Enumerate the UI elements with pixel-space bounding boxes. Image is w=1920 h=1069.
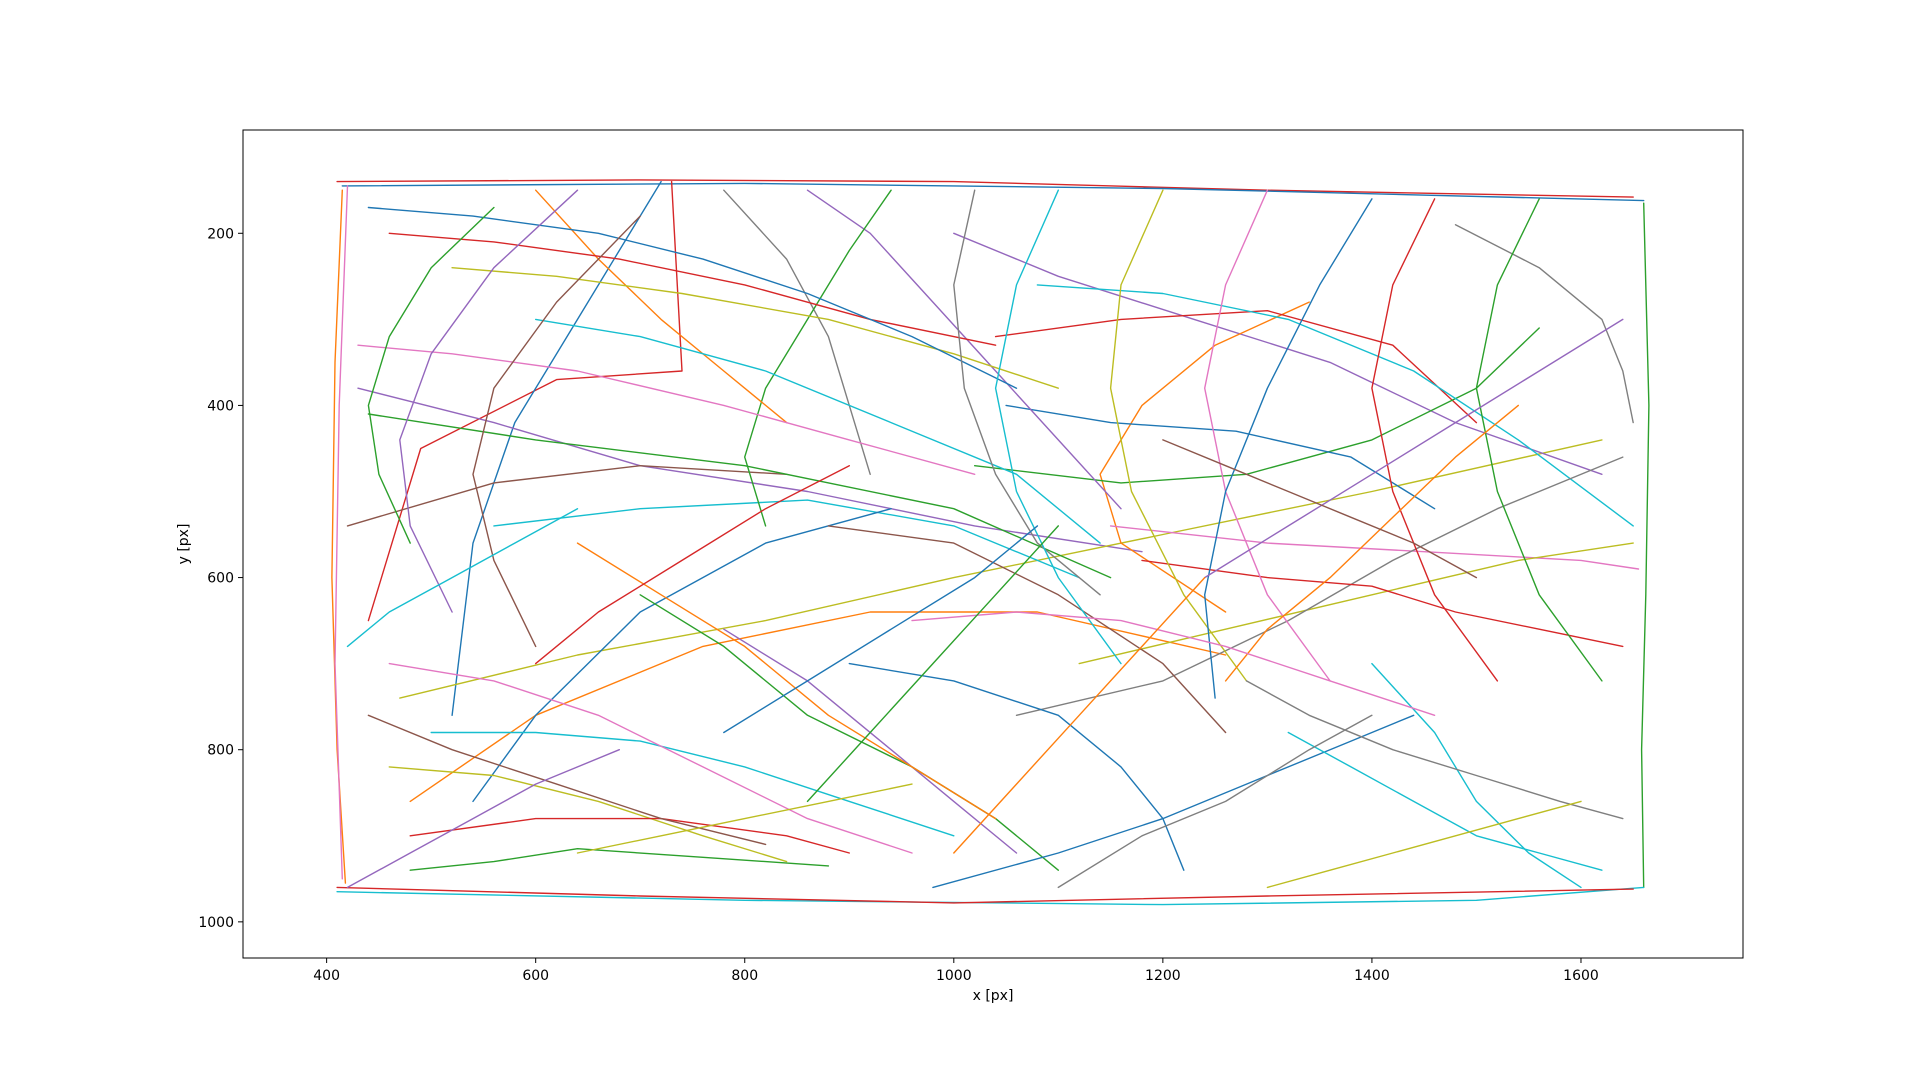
trajectory-line-29 (1141, 559, 1624, 648)
y-axis-label: y [px] (176, 524, 192, 565)
trajectory-line-9 (367, 180, 683, 622)
trajectory-line-58 (1475, 198, 1603, 682)
trajectory-line-8 (409, 848, 830, 871)
trajectory-line-37 (388, 766, 788, 863)
trajectory-line-67 (535, 465, 850, 665)
trajectory-line-12 (346, 465, 788, 527)
trajectory-line-57 (1371, 198, 1499, 682)
trajectory-line-33 (576, 542, 997, 820)
trajectory-line-35 (430, 731, 955, 837)
x-tick-label: 1400 (1354, 968, 1390, 984)
x-tick-label: 1200 (1145, 968, 1181, 984)
y-tick-label: 400 (207, 398, 234, 414)
y-tick-label: 600 (207, 571, 234, 587)
x-tick-label: 600 (522, 968, 549, 984)
trajectory-line-1 (336, 179, 1634, 198)
trajectory-line-21 (994, 310, 1478, 424)
x-tick-label: 1000 (936, 968, 972, 984)
trajectory-line-59 (1203, 198, 1373, 699)
trajectory-line-69 (806, 525, 1060, 803)
trajectory-line-47 (451, 267, 1060, 389)
trajectory-line-64 (1266, 800, 1582, 889)
trajectory-line-36 (388, 662, 913, 854)
trajectory-line-53 (953, 189, 1101, 596)
trajectory-line-14 (493, 499, 1080, 579)
trajectory-line-2 (341, 182, 1645, 202)
x-tick-label: 1600 (1563, 968, 1599, 984)
trajectory-line-16 (472, 508, 892, 803)
trajectory-line-31 (723, 628, 1018, 854)
trajectory-line-63 (1287, 731, 1603, 871)
trajectory-line-23 (1036, 284, 1634, 527)
y-tick-label: 1000 (198, 915, 234, 931)
y-tick-label: 200 (207, 226, 234, 242)
y-axis-ticks: 200 400 600 800 1000 (198, 226, 243, 931)
x-tick-label: 800 (731, 968, 758, 984)
x-tick-label: 400 (313, 968, 340, 984)
trajectory-line-41 (806, 189, 1122, 510)
trajectory-line-30 (827, 525, 1227, 734)
trajectory-line-66 (1162, 439, 1478, 579)
trajectory-line-45 (535, 318, 1101, 544)
plot-frame (242, 129, 1744, 959)
trajectory-line-13 (399, 439, 1603, 699)
trajectory-line-61 (1203, 318, 1624, 579)
trajectory-line-65 (911, 611, 1436, 716)
trajectory-line-4 (336, 886, 1645, 906)
trajectory-line-51 (399, 189, 579, 613)
trajectory-line-72 (346, 508, 579, 648)
y-tick-label: 800 (207, 743, 234, 759)
trajectory-line-42 (723, 189, 871, 475)
trajectory-line-17 (367, 413, 1112, 579)
trajectory-line-71 (346, 749, 620, 889)
trajectory-line-74 (576, 783, 913, 854)
trajectory-line-49 (367, 206, 1018, 389)
trajectory-line-10 (451, 180, 662, 716)
trajectory-line-15 (409, 611, 1227, 803)
trajectory-line-68 (723, 525, 1039, 734)
trajectory-line-5 (336, 886, 1634, 904)
trajectory-line-7 (334, 185, 349, 880)
trajectory-line-50 (367, 206, 495, 544)
trajectory-line-28 (1371, 662, 1582, 889)
trajectory-line-25 (1005, 404, 1436, 510)
trajectory-line-48 (388, 232, 997, 346)
trajectory-line-54 (994, 189, 1122, 665)
trajectory-line-32 (639, 594, 1060, 871)
trajectory-line-39 (367, 714, 767, 846)
trajectory-line-22 (974, 327, 1540, 484)
x-axis-label: x [px] (973, 988, 1014, 1004)
trajectory-line-27 (1015, 456, 1624, 716)
trajectory-line-26 (1078, 542, 1634, 665)
trajectory-line-60 (1224, 404, 1520, 682)
trajectory-line-34 (848, 662, 1185, 871)
trajectory-line-24 (1109, 525, 1640, 570)
trajectory-line-18 (953, 232, 1603, 475)
trajectory-line-52 (472, 215, 641, 648)
trajectory-line-44 (535, 189, 788, 424)
trajectory-line-55 (1109, 189, 1248, 682)
trajectory-line-19 (1454, 223, 1634, 424)
trajectory-line-73 (1057, 714, 1373, 889)
trajectory-line-3 (1640, 202, 1650, 889)
x-axis-ticks: 400 600 800 1000 1200 1400 1600 (313, 958, 1599, 984)
trajectory-line-56 (1203, 189, 1331, 682)
trajectory-line-70 (953, 576, 1206, 854)
trajectory-line-43 (744, 189, 892, 527)
trajectory-line-46 (357, 344, 976, 475)
trajectory-series-group (331, 179, 1650, 906)
